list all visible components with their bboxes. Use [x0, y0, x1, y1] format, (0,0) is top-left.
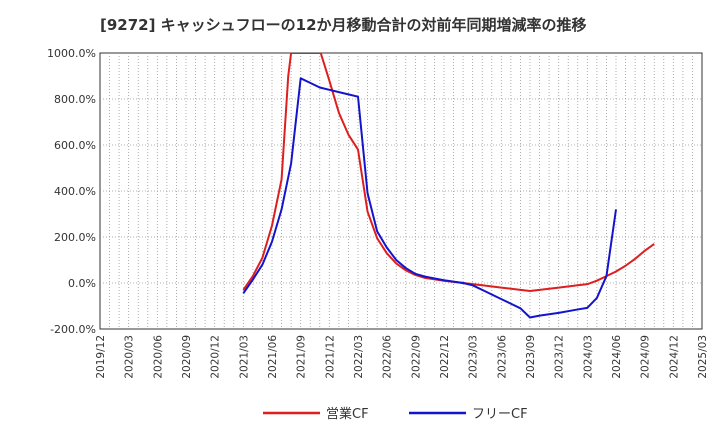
- x-axis-ticks: 2019/12 2020/03 2020/06 2020/09 2020/12 2021/…: [95, 335, 709, 379]
- series-lines: [242, 53, 655, 319]
- x-tick-label: 2020/12: [210, 335, 222, 379]
- legend-label-free-cf: フリーCF: [472, 407, 528, 422]
- x-tick-label: 2023/12: [554, 335, 566, 379]
- y-tick-label: 0.0%: [68, 277, 96, 290]
- x-tick-label: 2023/06: [496, 335, 508, 379]
- x-tick-label: 2024/09: [640, 335, 652, 379]
- x-tick-label: 2022/09: [410, 335, 422, 379]
- x-tick-label: 2024/12: [668, 335, 680, 379]
- y-tick-label: 200.0%: [54, 231, 96, 244]
- y-tick-label: -200.0%: [50, 323, 96, 336]
- legend-label-operating-cf: 営業CF: [326, 406, 369, 422]
- x-tick-label: 2023/09: [525, 335, 537, 379]
- legend: 営業CF フリーCF: [263, 406, 528, 422]
- x-tick-label: 2021/03: [238, 335, 250, 379]
- y-tick-label: 400.0%: [54, 185, 96, 198]
- y-tick-label: 800.0%: [54, 93, 96, 106]
- x-tick-label: 2020/06: [152, 335, 164, 379]
- x-tick-label: 2020/03: [124, 335, 136, 379]
- x-tick-label: 2020/09: [181, 335, 193, 379]
- x-tick-label: 2019/12: [95, 335, 107, 379]
- x-tick-label: 2024/06: [611, 335, 623, 379]
- y-tick-label: 600.0%: [54, 139, 96, 152]
- x-tick-label: 2021/12: [324, 335, 336, 379]
- x-tick-label: 2023/03: [468, 335, 480, 379]
- y-axis-ticks: -200.0% 0.0% 200.0% 400.0% 600.0% 800.0% 1000.…: [47, 47, 96, 336]
- x-tick-label: 2022/03: [353, 335, 365, 379]
- y-tick-label: 1000.0%: [47, 47, 96, 60]
- x-tick-label: 2025/03: [697, 335, 709, 379]
- series-line-1: [242, 77, 617, 319]
- x-tick-label: 2021/09: [296, 335, 308, 379]
- x-tick-label: 2022/12: [439, 335, 451, 379]
- chart-title: [9272] キャッシュフローの12か月移動合計の対前年同期増減率の推移: [100, 16, 587, 34]
- x-tick-label: 2022/06: [382, 335, 394, 379]
- x-tick-label: 2024/03: [582, 335, 594, 379]
- series-line-0: [242, 53, 655, 293]
- x-tick-label: 2021/06: [267, 335, 279, 379]
